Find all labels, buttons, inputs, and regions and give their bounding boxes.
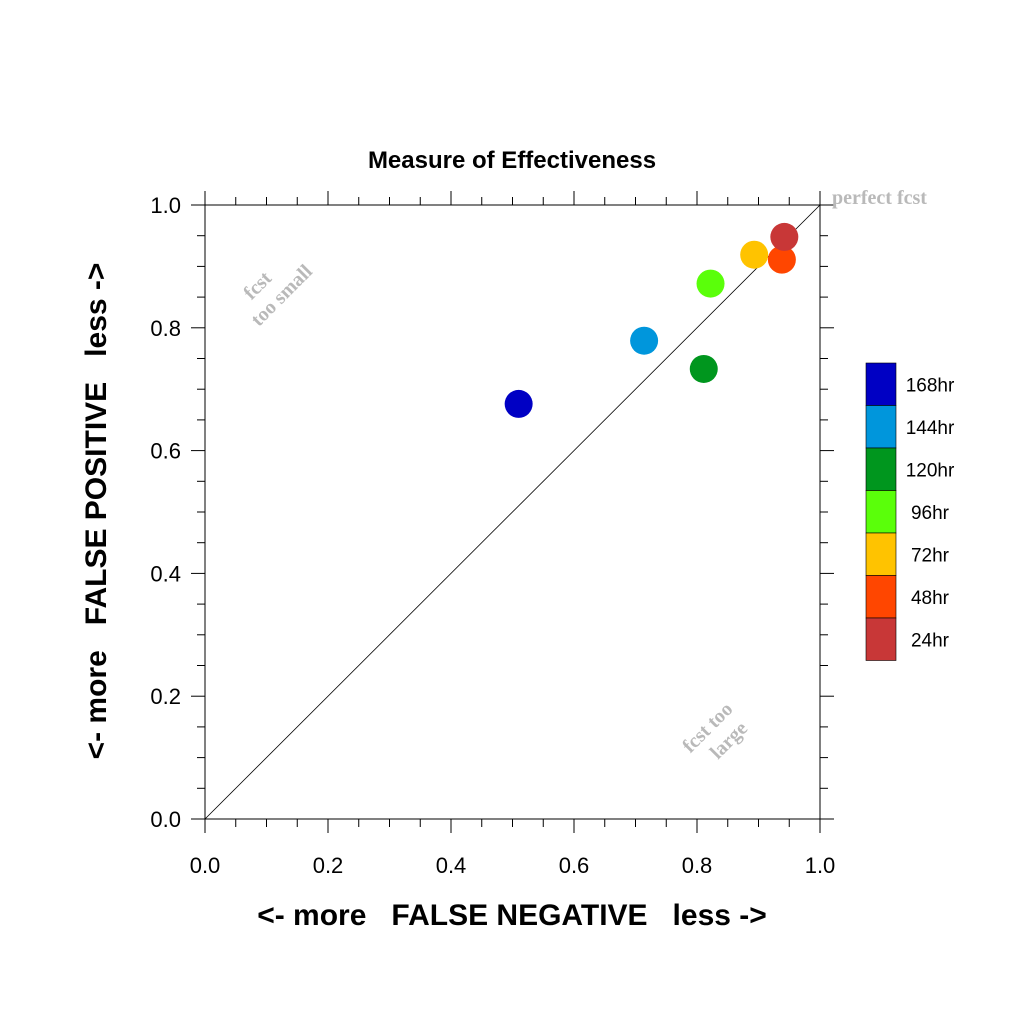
- legend-label-144hr: 144hr: [906, 418, 955, 439]
- point-168hr: [504, 389, 533, 418]
- y-tick-label: 0.2: [150, 684, 181, 709]
- legend-label-72hr: 72hr: [911, 545, 950, 566]
- data-points: [504, 222, 799, 418]
- legend-label-24hr: 24hr: [911, 630, 950, 651]
- legend-swatch-72hr: [865, 532, 897, 576]
- legend-swatch-120hr: [865, 447, 897, 491]
- legend-swatch-168hr: [865, 362, 897, 406]
- point-48hr: [767, 245, 796, 274]
- y-tick-label: 0.8: [150, 316, 181, 341]
- y-tick-label: 0.6: [150, 439, 181, 464]
- y-axis-label: <- more FALSE POSITIVE less ->: [80, 263, 113, 760]
- x-tick-label: 0.4: [436, 853, 467, 878]
- legend-label-168hr: 168hr: [906, 375, 955, 396]
- legend-swatch-48hr: [865, 575, 897, 619]
- x-tick-label: 0.0: [190, 853, 221, 878]
- axis-ticks: [191, 191, 834, 833]
- legend: 168hr 144hr 120hr 96hr 72hr 48hr 24hr: [865, 362, 955, 661]
- x-tick-label: 0.8: [682, 853, 713, 878]
- legend-label-96hr: 96hr: [911, 503, 950, 524]
- point-120hr: [689, 354, 718, 383]
- plot-area: 0.0 0.2 0.4 0.6 0.8 1.0 0.0 0.2 0.4 0.6 0.8 1.0: [150, 191, 835, 878]
- x-tick-label: 0.6: [559, 853, 590, 878]
- x-tick-label: 0.2: [313, 853, 344, 878]
- y-tick-label: 0.4: [150, 561, 181, 586]
- point-24hr: [770, 222, 799, 251]
- chart-title: Measure of Effectiveness: [368, 147, 656, 174]
- point-144hr: [630, 326, 659, 355]
- too-large-annotation: fcst too large: [678, 698, 752, 763]
- legend-swatch-96hr: [865, 490, 897, 534]
- legend-swatch-24hr: [865, 617, 897, 661]
- x-axis-label: <- more FALSE NEGATIVE less ->: [257, 899, 767, 932]
- x-tick-label: 1.0: [805, 853, 836, 878]
- perfect-fcst-annotation: perfect fcst: [832, 187, 927, 209]
- point-96hr: [696, 269, 725, 298]
- y-tick-label: 0.0: [150, 807, 181, 832]
- too-small-annotation: fcst too small: [239, 260, 317, 330]
- diagonal-reference-line: [204, 204, 821, 820]
- y-tick-label: 1.0: [150, 193, 181, 218]
- point-72hr: [740, 240, 769, 269]
- legend-swatch-144hr: [865, 405, 897, 449]
- axis-tick-labels: 0.0 0.2 0.4 0.6 0.8 1.0 0.0 0.2 0.4 0.6 0.8 1.0: [150, 193, 835, 878]
- legend-label-48hr: 48hr: [911, 588, 950, 609]
- legend-label-120hr: 120hr: [906, 460, 955, 481]
